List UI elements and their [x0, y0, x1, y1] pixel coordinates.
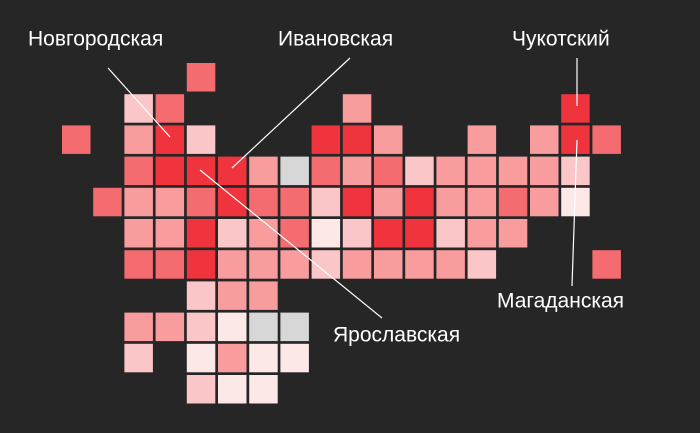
- region-tile: [498, 187, 528, 217]
- region-tile: [342, 250, 372, 279]
- region-tile: [374, 219, 403, 248]
- region-tile: [155, 187, 185, 217]
- region-tile: [280, 187, 309, 217]
- region-tile: [249, 375, 278, 404]
- region-tile: [218, 156, 247, 186]
- region-tile: [155, 219, 185, 248]
- region-tile: [155, 250, 185, 279]
- region-tile: [405, 219, 434, 248]
- region-tile: [124, 94, 153, 123]
- region-tile: [155, 156, 185, 186]
- region-tile: [249, 281, 278, 310]
- leader-line: [571, 139, 578, 287]
- region-tile: [249, 156, 278, 186]
- region-tile: [155, 125, 185, 154]
- region-tile: [186, 187, 216, 217]
- region-tile: [342, 125, 372, 154]
- region-label: Ярославская: [333, 324, 460, 347]
- region-tile: [218, 219, 247, 248]
- region-label: Магаданская: [497, 290, 624, 313]
- region-tile: [93, 187, 122, 217]
- region-tile: [498, 156, 528, 186]
- region-tile: [467, 187, 497, 217]
- region-tile: [436, 187, 465, 217]
- region-tile: [436, 219, 465, 248]
- region-tile: [124, 250, 153, 279]
- region-tile: [186, 343, 216, 373]
- region-tile: [374, 156, 403, 186]
- region-tile: [186, 219, 216, 248]
- region-tile: [280, 219, 309, 248]
- region-tile: [218, 187, 247, 217]
- region-tile: [467, 219, 497, 248]
- region-label: Новгородская: [28, 28, 163, 51]
- region-tile: [311, 125, 341, 154]
- region-tile: [280, 312, 309, 342]
- region-tile: [186, 281, 216, 310]
- region-tile: [374, 187, 403, 217]
- region-tile: [405, 187, 434, 217]
- region-tile: [186, 63, 216, 92]
- region-tile: [311, 219, 341, 248]
- region-tile: [342, 94, 372, 123]
- region-tile: [467, 250, 497, 279]
- region-tile: [124, 312, 153, 342]
- region-tile: [561, 125, 590, 154]
- region-tile: [155, 312, 185, 342]
- region-tile: [124, 187, 153, 217]
- region-tile: [249, 343, 278, 373]
- region-tile: [218, 312, 247, 342]
- region-tile: [124, 219, 153, 248]
- region-tile: [374, 250, 403, 279]
- region-tile: [249, 219, 278, 248]
- leader-lines: [107, 57, 578, 319]
- region-tile: [467, 125, 497, 154]
- leader-line: [199, 169, 383, 319]
- region-tile: [311, 156, 341, 186]
- region-tile: [124, 343, 153, 373]
- region-tile: [124, 156, 153, 186]
- region-label: Чукотский: [512, 28, 610, 51]
- region-tile: [405, 156, 434, 186]
- leader-line: [231, 57, 351, 169]
- region-tile: [467, 156, 497, 186]
- region-tile: [218, 343, 247, 373]
- region-tile: [62, 125, 91, 154]
- region-tile: [124, 125, 153, 154]
- region-tile: [280, 343, 309, 373]
- region-tile: [342, 219, 372, 248]
- tiles: [62, 63, 621, 404]
- region-tile: [436, 156, 465, 186]
- region-tile: [592, 250, 621, 279]
- region-tile: [342, 156, 372, 186]
- region-tile: [436, 250, 465, 279]
- region-tile: [249, 312, 278, 342]
- region-tile: [405, 250, 434, 279]
- region-tile: [249, 250, 278, 279]
- region-tile: [218, 250, 247, 279]
- region-tile: [186, 312, 216, 342]
- region-tile: [311, 187, 341, 217]
- region-tile: [186, 250, 216, 279]
- region-tile: [498, 219, 528, 248]
- region-tile: [155, 94, 185, 123]
- region-tile: [249, 187, 278, 217]
- leader-line: [107, 67, 171, 138]
- region-label: Ивановская: [278, 28, 393, 51]
- region-tile: [374, 125, 403, 154]
- region-tile: [561, 94, 590, 123]
- region-tile: [530, 187, 559, 217]
- region-tile: [530, 156, 559, 186]
- region-tile: [218, 281, 247, 310]
- region-tile: [530, 125, 559, 154]
- region-tile: [186, 125, 216, 154]
- region-tile: [592, 125, 621, 154]
- region-tile: [186, 375, 216, 404]
- region-tile: [218, 375, 247, 404]
- region-tile: [342, 187, 372, 217]
- region-tile: [280, 156, 309, 186]
